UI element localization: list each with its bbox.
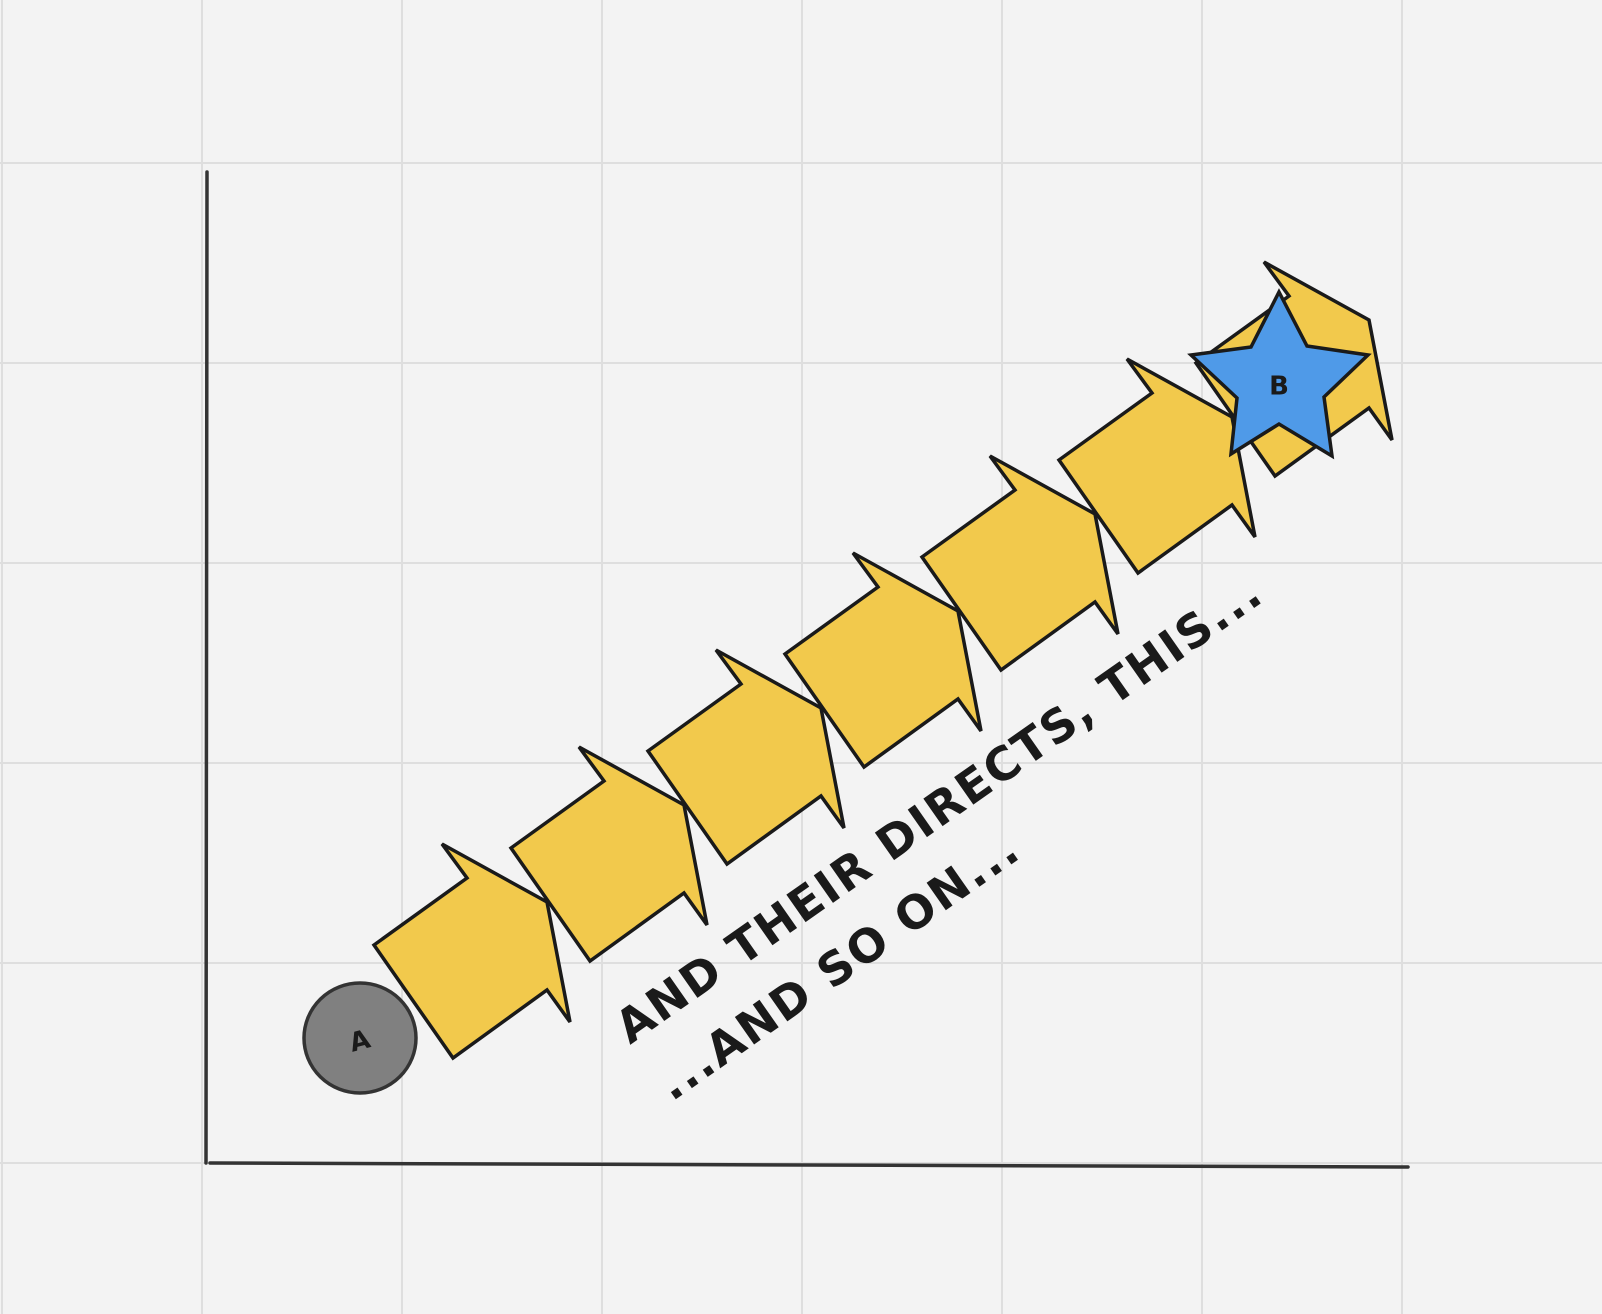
arrow-step[interactable] — [919, 454, 1120, 673]
end-node-label: B — [1269, 372, 1289, 402]
axes — [204, 170, 1410, 1169]
arrow-step[interactable] — [371, 842, 572, 1061]
start-node[interactable]: A — [302, 981, 418, 1095]
start-node-circle[interactable] — [302, 981, 418, 1095]
x-axis-line[interactable] — [208, 1161, 1410, 1169]
arrow-step[interactable] — [645, 648, 846, 867]
arrow-step[interactable] — [1056, 357, 1257, 576]
arrow-step[interactable] — [508, 745, 709, 964]
arrow-step[interactable] — [782, 551, 983, 770]
end-node[interactable]: B — [1187, 288, 1372, 460]
y-axis-line[interactable] — [204, 170, 209, 1165]
end-node-star[interactable] — [1187, 288, 1372, 460]
